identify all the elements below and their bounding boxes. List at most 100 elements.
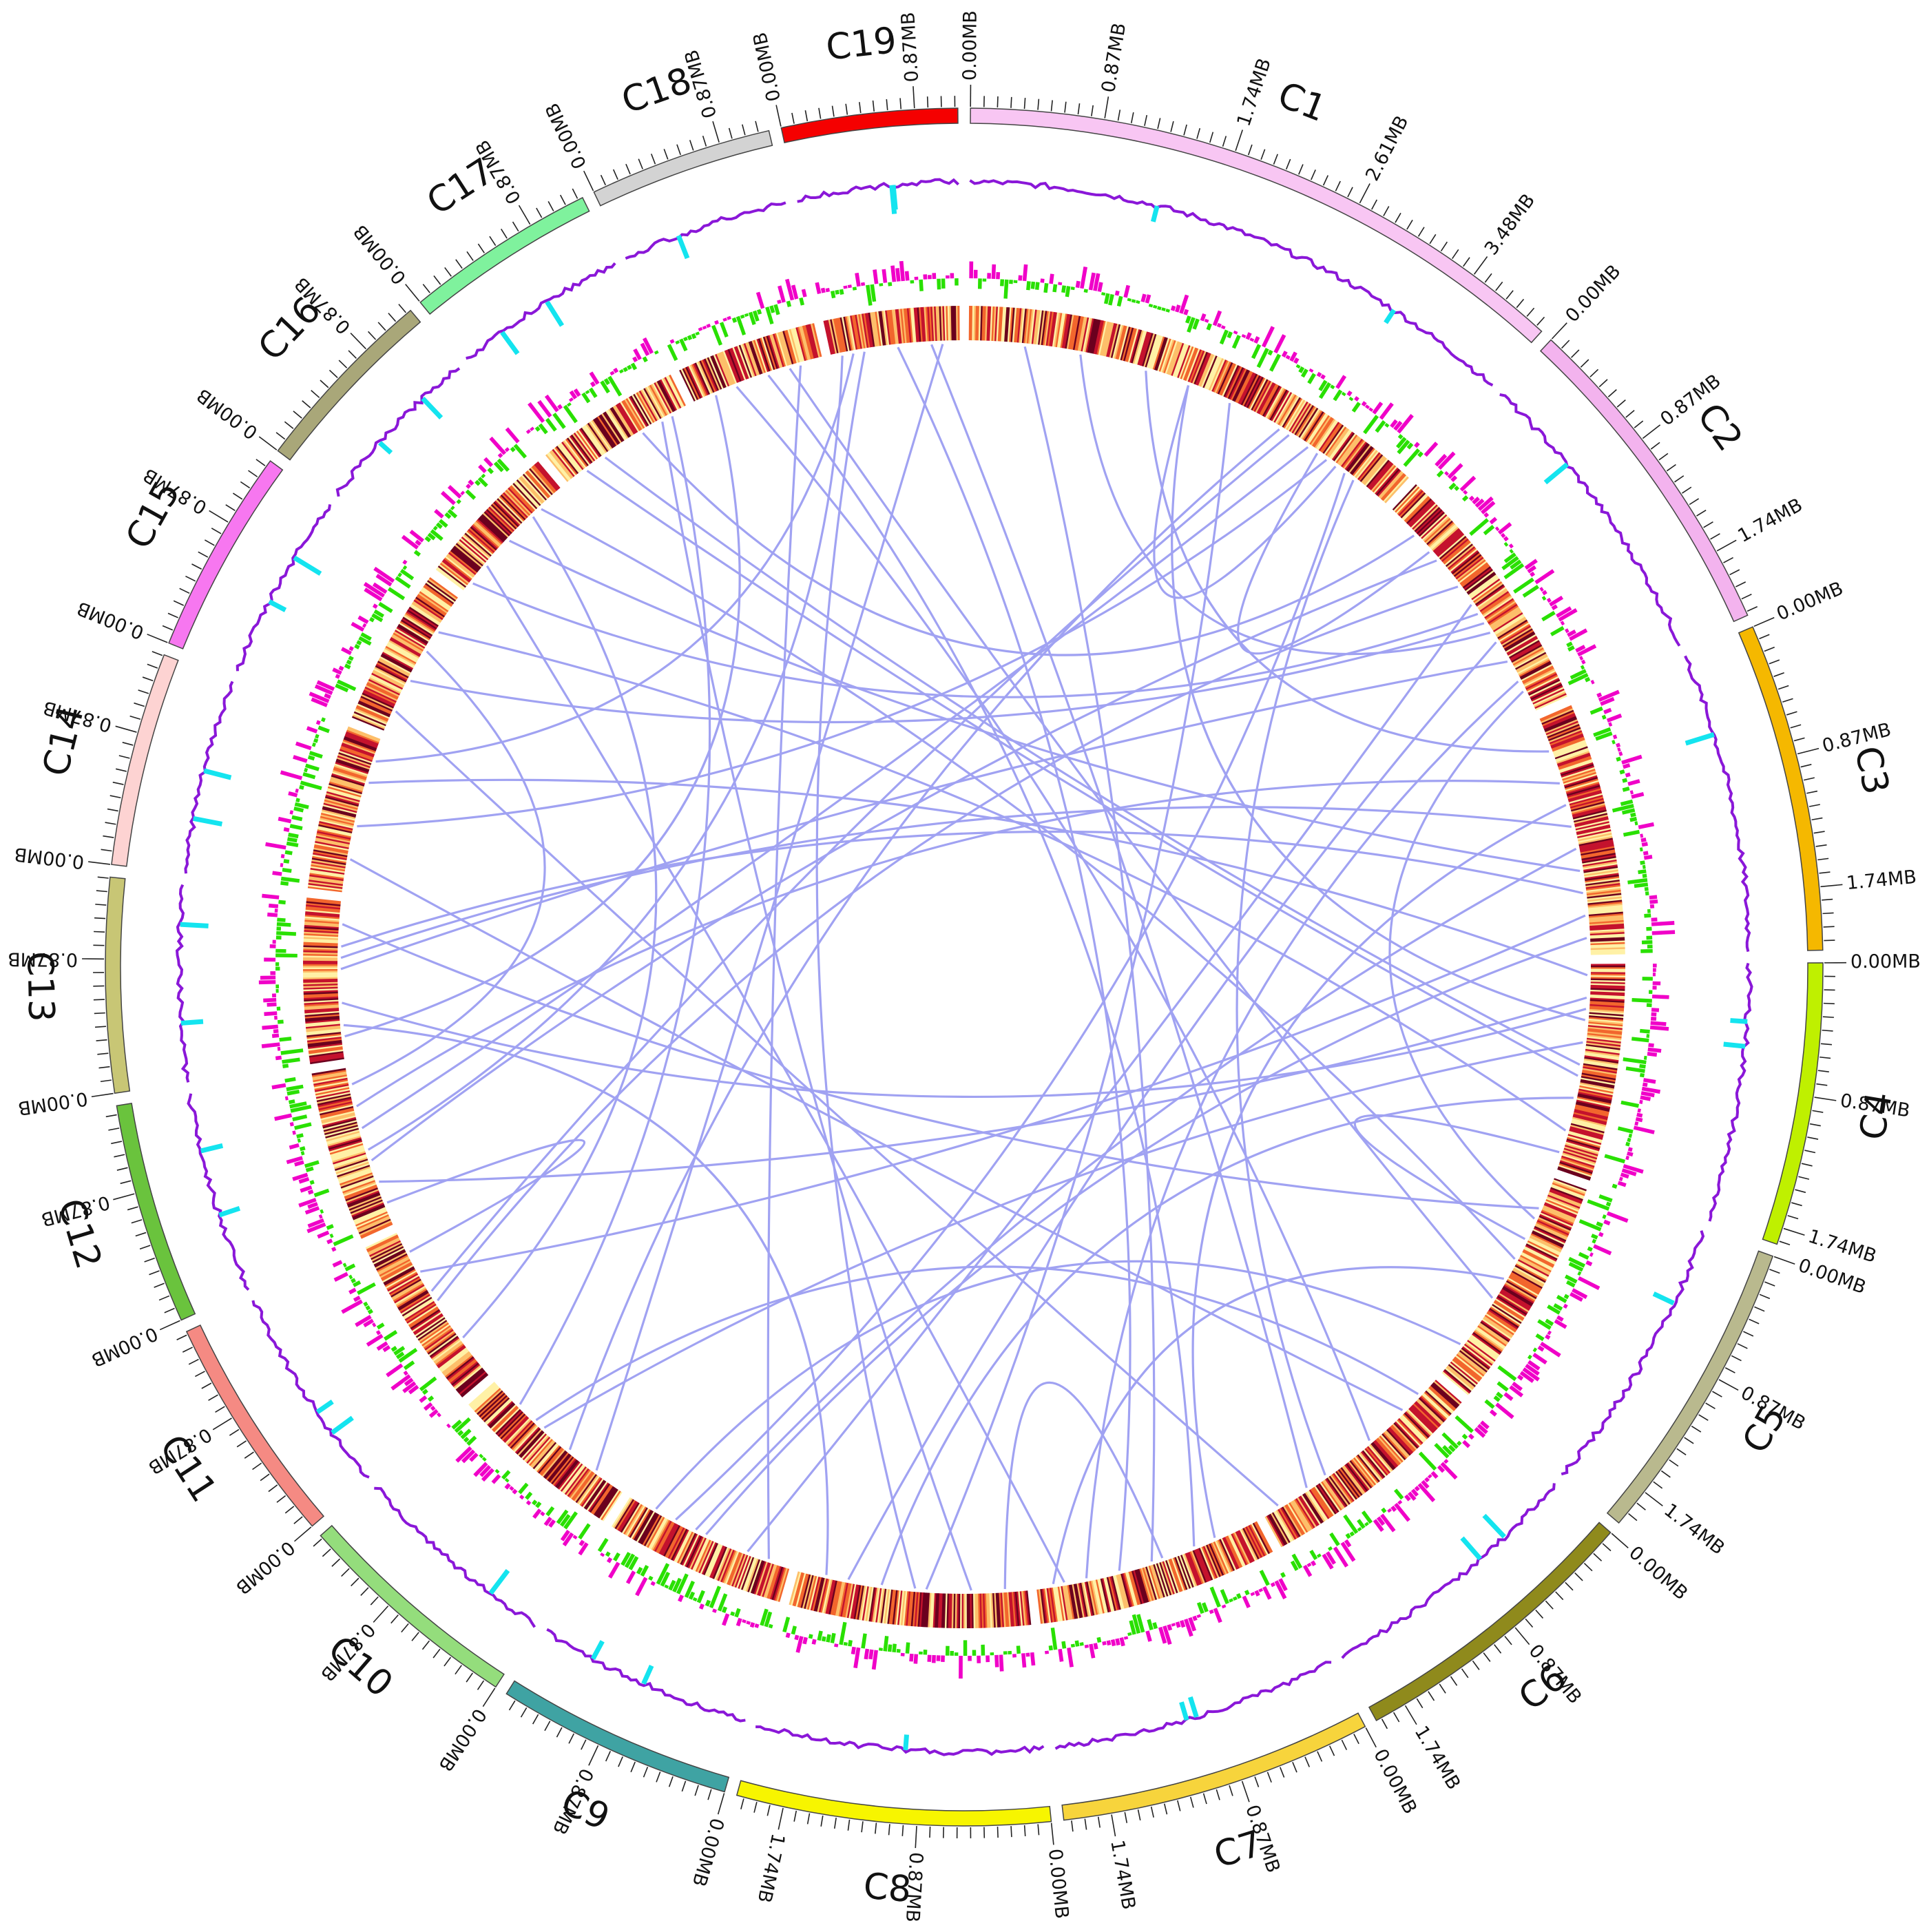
histogram-bar <box>1162 1625 1172 1645</box>
heatmap-cell <box>666 1526 684 1559</box>
histogram-bar <box>335 674 340 679</box>
minor-tick <box>1723 557 1733 563</box>
histogram-bar <box>1462 1440 1471 1448</box>
heatmap-cell <box>472 1385 499 1410</box>
histogram-bar <box>1627 1151 1634 1157</box>
heatmap-cell <box>501 493 528 519</box>
heatmap-cell <box>1563 1147 1598 1160</box>
heatmap-cell <box>1585 880 1620 886</box>
heatmap-cell <box>1452 1359 1481 1382</box>
tick-label-c4-0: 0.00MB <box>1850 951 1921 973</box>
histogram-bar <box>1316 371 1322 377</box>
ideogram-c7 <box>1061 1712 1366 1821</box>
histogram-bar <box>271 1083 286 1090</box>
heatmap-cell <box>868 1587 876 1622</box>
line-track-series <box>969 179 1494 387</box>
histogram-bar <box>1606 713 1623 723</box>
histogram-bar <box>1381 1507 1387 1514</box>
heatmap-cell <box>1491 1304 1522 1325</box>
heatmap-cell <box>1376 1437 1401 1465</box>
histogram-bar <box>419 1376 437 1392</box>
heatmap-cell <box>550 450 574 478</box>
heatmap-cell <box>366 683 399 700</box>
heatmap-cell <box>1487 1310 1517 1331</box>
minor-tick <box>201 1382 212 1389</box>
heatmap-cell <box>720 1549 735 1583</box>
minor-tick <box>370 1596 379 1606</box>
heatmap-cell <box>1584 1055 1619 1063</box>
histogram-bar <box>1003 1651 1008 1655</box>
heatmap-cell <box>660 379 678 411</box>
heatmap-cell <box>1450 550 1479 574</box>
heatmap-cell <box>1056 313 1065 348</box>
minor-tick <box>421 1640 430 1650</box>
heatmap-cell <box>1340 1467 1363 1496</box>
histogram-bar <box>314 684 333 696</box>
heatmap-cell <box>389 1277 421 1296</box>
heatmap-cell <box>367 680 400 697</box>
heatmap-cell <box>1183 347 1198 381</box>
heatmap-cell <box>418 1320 448 1342</box>
histogram-bar <box>447 508 458 519</box>
major-tick <box>113 1193 135 1201</box>
heatmap-cell <box>818 1578 828 1613</box>
heatmap-cell <box>1201 1546 1216 1579</box>
heatmap-cell <box>1562 1152 1596 1165</box>
heatmap-cell <box>1311 416 1332 446</box>
heatmap-cell <box>646 1517 665 1548</box>
minor-tick <box>818 107 822 119</box>
major-tick <box>1645 1492 1663 1507</box>
heatmap-cell <box>1321 424 1343 453</box>
histogram-bar <box>264 1011 278 1017</box>
heatmap-cell <box>1492 610 1523 632</box>
histogram-bar <box>1546 597 1552 603</box>
minor-tick <box>158 1295 170 1301</box>
heatmap-cell <box>747 1559 760 1592</box>
heatmap-cell <box>322 805 357 816</box>
minor-tick <box>1037 1824 1040 1836</box>
heatmap-cell <box>1587 1036 1622 1042</box>
heatmap-cell <box>304 926 339 931</box>
heatmap-cell <box>1551 736 1585 751</box>
heatmap-cell <box>601 413 622 444</box>
histogram-bar <box>402 565 408 570</box>
heatmap-cell <box>1239 373 1257 405</box>
heatmap-cell <box>1589 1015 1624 1020</box>
heatmap-cell <box>1548 1192 1582 1206</box>
histogram-bar <box>262 893 280 900</box>
heatmap-cell <box>719 352 734 385</box>
heatmap-cell <box>329 1140 363 1152</box>
heatmap-cell <box>958 1593 961 1628</box>
heatmap-cell <box>386 644 417 663</box>
heatmap-cell <box>1220 363 1237 396</box>
heatmap-cell <box>304 924 339 929</box>
heatmap-cell <box>1082 318 1092 352</box>
heatmap-cell <box>1544 1202 1577 1217</box>
heatmap-cell <box>1415 1401 1441 1426</box>
histogram-bar <box>401 534 419 550</box>
minor-tick <box>1202 1793 1207 1805</box>
heatmap-cell <box>375 1251 407 1269</box>
heatmap-cell <box>915 1592 921 1627</box>
heatmap-cell <box>1565 1141 1599 1154</box>
histogram-bar <box>1605 1201 1612 1207</box>
histogram-bar <box>866 284 873 306</box>
tick-label-c1-2: 1.74MB <box>1233 56 1275 129</box>
heatmap-cell <box>1410 503 1437 529</box>
major-tick <box>293 1526 312 1542</box>
heatmap-cell <box>1586 1041 1621 1048</box>
heatmap-cell <box>1570 800 1605 811</box>
minor-tick <box>1593 1552 1603 1561</box>
heatmap-cell <box>1333 1473 1355 1502</box>
heatmap-cell <box>908 308 914 343</box>
histogram-bar <box>773 304 780 315</box>
heatmap-cell <box>1561 1154 1596 1167</box>
heatmap-cell <box>830 319 839 353</box>
chr-label-c4: C4 <box>1852 1089 1900 1143</box>
heatmap-cell <box>549 450 573 479</box>
heatmap-cell <box>1560 1159 1594 1172</box>
histogram-bar <box>264 957 276 962</box>
heatmap-cell <box>1151 335 1164 370</box>
heatmap-cell <box>932 306 936 342</box>
minor-tick <box>1759 1294 1771 1300</box>
